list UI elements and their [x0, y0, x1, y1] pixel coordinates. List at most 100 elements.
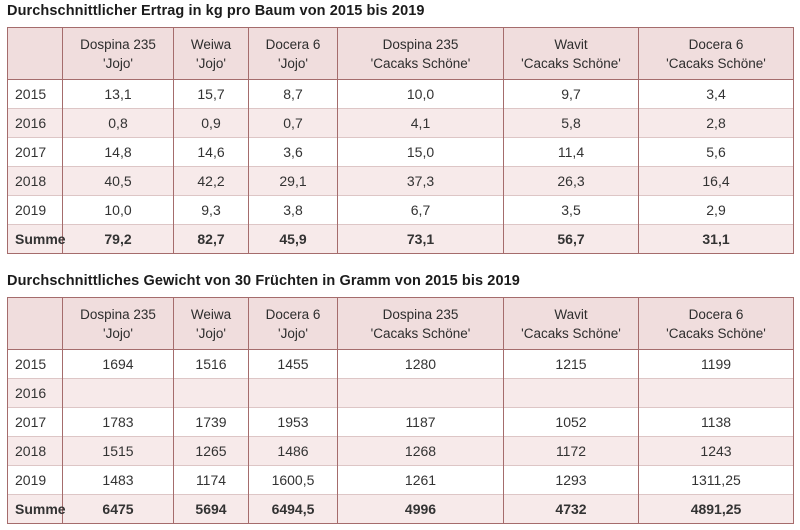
column-header: Docera 6 'Cacaks Schöne' [638, 297, 794, 350]
cell-value [173, 378, 249, 408]
cell-value [337, 378, 504, 408]
data-row: 2018 40,5 42,2 29,1 37,3 26,3 16,4 [7, 166, 794, 196]
cell-value: 0,9 [173, 108, 249, 138]
cell-value: 45,9 [248, 224, 338, 254]
column-header: Dospina 235 'Jojo' [62, 27, 174, 80]
cell-value: 1694 [62, 349, 174, 379]
cell-value: 14,6 [173, 137, 249, 167]
cell-value: 29,1 [248, 166, 338, 196]
column-header: Weiwa 'Jojo' [173, 297, 249, 350]
row-label: 2017 [7, 407, 63, 437]
cell-value: 1187 [337, 407, 504, 437]
column-header-rootstock: 'Cacaks Schöne' [370, 325, 471, 341]
cell-value: 3,5 [503, 195, 639, 225]
cell-value: 1600,5 [248, 465, 338, 495]
cell-value [248, 378, 338, 408]
cell-value: 1953 [248, 407, 338, 437]
cell-value: 1516 [173, 349, 249, 379]
corner-header-cell [7, 297, 63, 350]
row-label: 2016 [7, 108, 63, 138]
column-header-variety: Docera 6 [265, 306, 321, 322]
column-header-variety: Dospina 235 [382, 306, 459, 322]
row-label: Summe [7, 494, 66, 524]
yield-table-header-row: Dospina 235 'Jojo' Weiwa 'Jojo' Docera 6 'Joj… [7, 27, 794, 80]
cell-value: 10,0 [62, 195, 174, 225]
data-row: 2015 1694 1516 1455 1280 1215 1199 [7, 349, 794, 379]
cell-value: 79,2 [62, 224, 174, 254]
cell-value: 1261 [337, 465, 504, 495]
data-row: 2019 1483 1174 1600,5 1261 1293 1311,25 [7, 465, 794, 495]
data-row: 2017 14,8 14,6 3,6 15,0 11,4 5,6 [7, 137, 794, 167]
cell-value: 11,4 [503, 137, 639, 167]
cell-value: 6,7 [337, 195, 504, 225]
cell-value: 5,8 [503, 108, 639, 138]
cell-value: 1265 [173, 436, 249, 466]
column-header-variety: Docera 6 [688, 36, 744, 52]
column-header-rootstock: 'Cacaks Schöne' [666, 325, 766, 341]
cell-value: 1174 [173, 465, 249, 495]
column-header-rootstock: 'Jojo' [103, 55, 133, 71]
row-label: 2017 [7, 137, 63, 167]
cell-value [638, 378, 794, 408]
cell-value: 3,8 [248, 195, 338, 225]
column-header-variety: Wavit [554, 306, 588, 322]
cell-value: 1280 [337, 349, 504, 379]
cell-value: 16,4 [638, 166, 794, 196]
cell-value: 1199 [638, 349, 794, 379]
cell-value: 1739 [173, 407, 249, 437]
column-header: Docera 6 'Jojo' [248, 297, 338, 350]
cell-value: 5,6 [638, 137, 794, 167]
row-label: 2019 [7, 195, 63, 225]
cell-value [62, 378, 174, 408]
cell-value [503, 378, 639, 408]
column-header: Docera 6 'Cacaks Schöne' [638, 27, 794, 80]
cell-value: 1783 [62, 407, 174, 437]
row-label: 2018 [7, 166, 63, 196]
total-row: Summe 79,2 82,7 45,9 73,1 56,7 31,1 [7, 224, 794, 254]
cell-value: 4,1 [337, 108, 504, 138]
column-header-variety: Wavit [554, 36, 588, 52]
column-header-rootstock: 'Cacaks Schöne' [370, 55, 471, 71]
data-row: 2018 1515 1265 1486 1268 1172 1243 [7, 436, 794, 466]
cell-value: 4996 [337, 494, 504, 524]
cell-value: 40,5 [62, 166, 174, 196]
column-header-rootstock: 'Jojo' [196, 325, 226, 341]
column-header-variety: Weiwa [190, 306, 232, 322]
cell-value: 1293 [503, 465, 639, 495]
column-header-variety: Dospina 235 [80, 36, 156, 52]
row-label: 2016 [7, 378, 63, 408]
cell-value: 10,0 [337, 79, 504, 109]
column-header-rootstock: 'Jojo' [278, 55, 308, 71]
column-header-variety: Dospina 235 [80, 306, 156, 322]
cell-value: 2,8 [638, 108, 794, 138]
column-header-rootstock: 'Cacaks Schöne' [666, 55, 766, 71]
weight-table: Dospina 235 'Jojo' Weiwa 'Jojo' Docera 6 'Joj… [7, 297, 794, 524]
cell-value: 3,4 [638, 79, 794, 109]
column-header-rootstock: 'Cacaks Schöne' [521, 325, 621, 341]
column-header: Docera 6 'Jojo' [248, 27, 338, 80]
cell-value: 1486 [248, 436, 338, 466]
cell-value: 73,1 [337, 224, 504, 254]
cell-value: 1311,25 [638, 465, 794, 495]
column-header-variety: Weiwa [190, 36, 232, 52]
cell-value: 1483 [62, 465, 174, 495]
cell-value: 15,0 [337, 137, 504, 167]
cell-value: 4891,25 [638, 494, 794, 524]
cell-value: 1243 [638, 436, 794, 466]
column-header-rootstock: 'Cacaks Schöne' [521, 55, 621, 71]
data-row: 2019 10,0 9,3 3,8 6,7 3,5 2,9 [7, 195, 794, 225]
cell-value: 5694 [173, 494, 249, 524]
table-title-yield: Durchschnittlicher Ertrag in kg pro Baum… [7, 3, 425, 19]
column-header-variety: Dospina 235 [382, 36, 459, 52]
weight-table-header-row: Dospina 235 'Jojo' Weiwa 'Jojo' Docera 6 'Joj… [7, 297, 794, 350]
data-row: 2016 0,8 0,9 0,7 4,1 5,8 2,8 [7, 108, 794, 138]
column-header: Dospina 235 'Cacaks Schöne' [337, 297, 504, 350]
cell-value: 13,1 [62, 79, 174, 109]
cell-value: 1138 [638, 407, 794, 437]
column-header-rootstock: 'Jojo' [103, 325, 133, 341]
cell-value: 31,1 [638, 224, 794, 254]
cell-value: 6475 [62, 494, 174, 524]
column-header: Wavit 'Cacaks Schöne' [503, 27, 639, 80]
cell-value: 56,7 [503, 224, 639, 254]
cell-value: 1268 [337, 436, 504, 466]
